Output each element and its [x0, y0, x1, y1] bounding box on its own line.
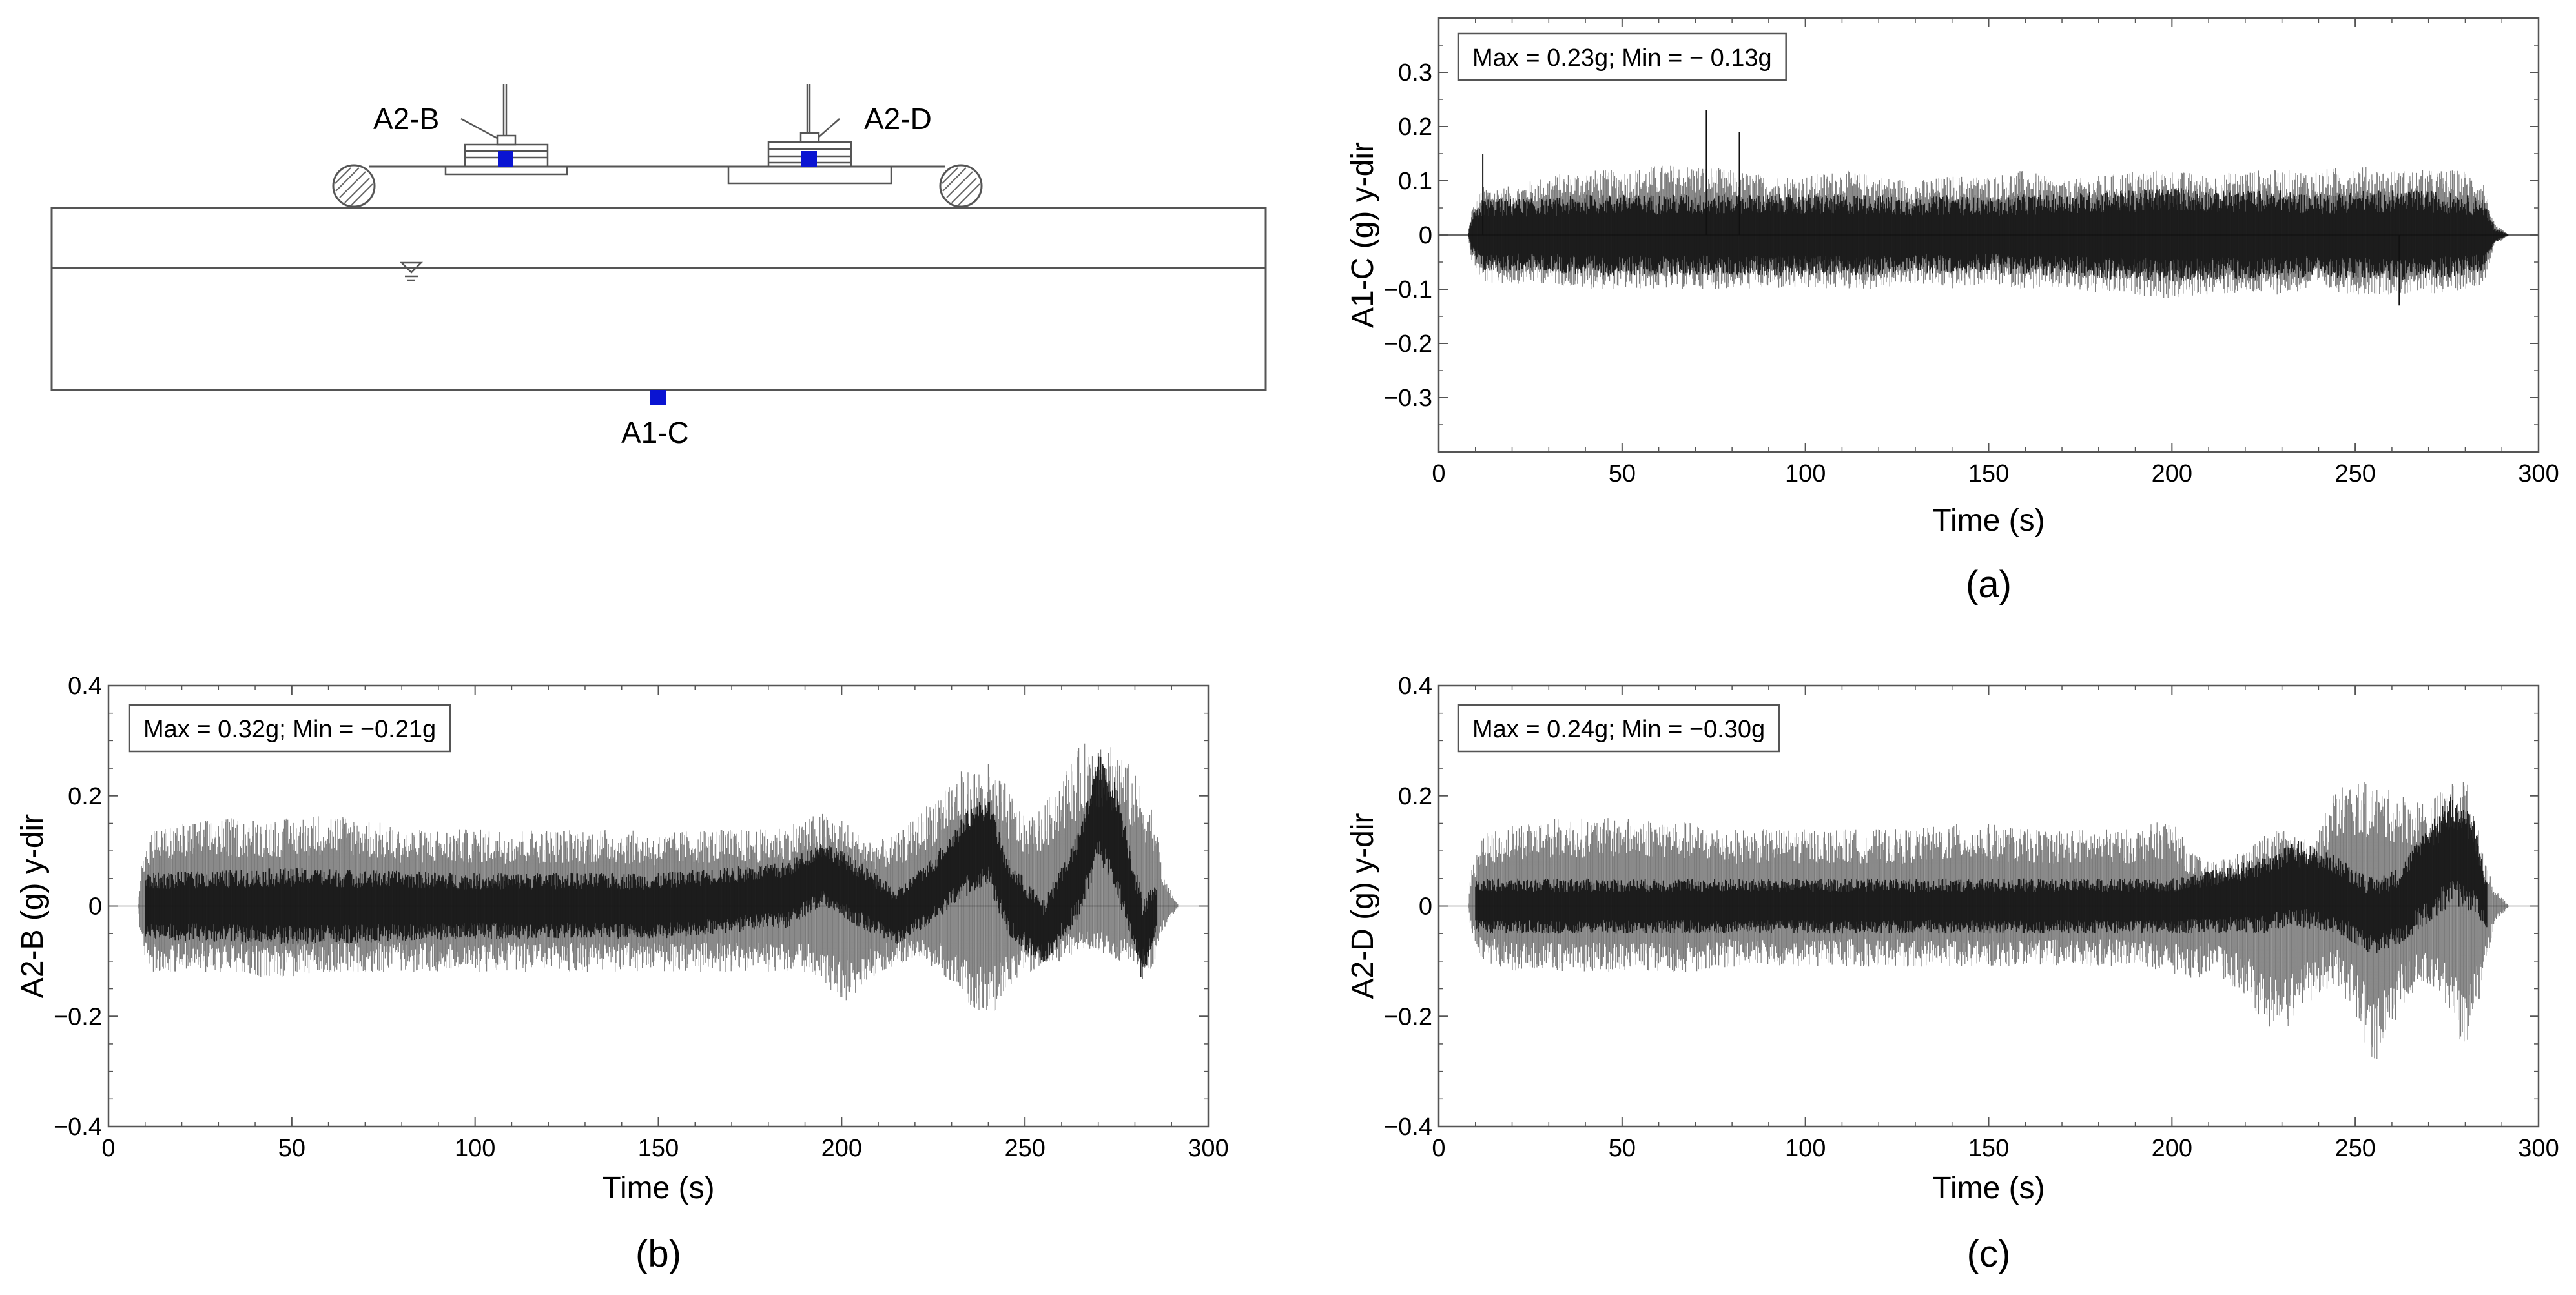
sensor-a2-d [801, 151, 817, 167]
y-tick-label: 0 [1419, 893, 1432, 921]
max-min-text: Max = 0.24g; Min = −0.30g [1472, 716, 1765, 743]
x-tick-label: 0 [1432, 1135, 1445, 1162]
x-tick-label: 250 [2334, 1135, 2375, 1162]
y-tick-label: −0.2 [54, 1003, 102, 1030]
leader-line-a2-b [460, 117, 498, 139]
x-tick-label: 0 [1432, 460, 1445, 487]
left-support-roller [332, 164, 376, 208]
label-a1-c: A1-C [621, 416, 689, 449]
basin-outline [50, 207, 1267, 391]
axis-ticks: 0 50 100 150 200 250 300 −0.4 −0.2 0 0.2 0.4 [1384, 673, 2559, 1162]
water-level-symbol [399, 261, 424, 281]
label-a2-d: A2-D [864, 102, 932, 136]
x-tick-label: 50 [1609, 1135, 1636, 1162]
y-tick-label: 0.2 [1398, 114, 1432, 141]
y-tick-label: 0.4 [1398, 673, 1432, 700]
signal-traces [1439, 110, 2539, 306]
y-tick-label: −0.4 [1384, 1114, 1432, 1141]
x-tick-label: 50 [278, 1135, 305, 1162]
label-a2-b: A2-B [373, 102, 439, 136]
y-tick-label: −0.2 [1384, 331, 1432, 358]
x-tick-label: 50 [1609, 460, 1636, 487]
x-tick-label: 200 [2152, 460, 2192, 487]
leader-line-a2-d [818, 118, 840, 138]
x-tick-label: 250 [2334, 460, 2375, 487]
y-tick-label: 0 [1419, 222, 1432, 249]
max-min-text: Max = 0.32g; Min = −0.21g [143, 716, 436, 743]
axis-ticks: 0 50 100 150 200 250 300 −0.4 −0.2 0 0.2 0.4 [54, 673, 1229, 1162]
max-min-annotation: Max = 0.32g; Min = −0.21g [128, 704, 451, 753]
right-support-roller [939, 164, 983, 208]
sensor-a2-b [498, 151, 513, 167]
y-tick-label: −0.3 [1384, 385, 1432, 412]
max-min-annotation: Max = 0.23g; Min = − 0.13g [1457, 32, 1787, 81]
x-axis-label: Time (s) [1932, 1171, 2045, 1205]
y-tick-label: 0.2 [68, 783, 102, 810]
x-tick-label: 150 [1968, 1135, 2009, 1162]
x-tick-label: 200 [821, 1135, 862, 1162]
x-tick-label: 150 [1968, 460, 2009, 487]
x-axis-label: Time (s) [602, 1171, 714, 1205]
x-tick-label: 150 [638, 1135, 679, 1162]
x-tick-label: 100 [455, 1135, 495, 1162]
x-axis-label: Time (s) [1932, 504, 2045, 538]
y-axis-label: A2-D (g) y-dir [1346, 813, 1380, 999]
y-tick-label: −0.2 [1384, 1003, 1432, 1030]
x-tick-label: 0 [101, 1135, 115, 1162]
y-tick-label: 0.4 [68, 673, 102, 700]
signal-traces [1439, 782, 2539, 1059]
y-tick-label: 0.3 [1398, 59, 1432, 87]
panel-label: (a) [1966, 564, 2012, 606]
y-tick-label: 0.1 [1398, 168, 1432, 195]
y-tick-label: 0.2 [1398, 783, 1432, 810]
x-tick-label: 100 [1785, 1135, 1826, 1162]
y-axis-label: A1-C (g) y-dir [1346, 142, 1380, 328]
x-tick-label: 250 [1004, 1135, 1045, 1162]
x-tick-label: 200 [2152, 1135, 2192, 1162]
y-tick-label: −0.1 [1384, 276, 1432, 303]
x-tick-label: 300 [2518, 1135, 2559, 1162]
chart-a2-b: 0 50 100 150 200 250 300 −0.4 −0.2 0 0.2 0.4 Max = … [15, 673, 1229, 1275]
sensor-a1-c [650, 390, 666, 405]
max-min-text: Max = 0.23g; Min = − 0.13g [1472, 45, 1772, 72]
panel-label: (b) [635, 1233, 681, 1275]
x-tick-label: 300 [1188, 1135, 1228, 1162]
panel-label: (c) [1967, 1233, 2011, 1275]
y-tick-label: 0 [88, 893, 102, 921]
chart-a1-c: 0 50 100 150 200 250 300 −0.3 −0.2 −0.1 0 0.1 0.2 0.3… [1346, 17, 2559, 606]
signal-traces [108, 743, 1208, 1011]
max-min-annotation: Max = 0.24g; Min = −0.30g [1457, 704, 1780, 753]
y-axis-label: A2-B (g) y-dir [15, 814, 50, 998]
model-schematic: A2-B A2-D A1-C [50, 84, 1267, 449]
chart-a2-d: 0 50 100 150 200 250 300 −0.4 −0.2 0 0.2 0.4 Max = … [1346, 673, 2559, 1275]
y-tick-label: −0.4 [54, 1114, 102, 1141]
x-tick-label: 100 [1785, 460, 1826, 487]
x-tick-label: 300 [2518, 460, 2559, 487]
axis-ticks: 0 50 100 150 200 250 300 −0.3 −0.2 −0.1 0 0.1 0.2 0.3 [1384, 17, 2559, 487]
